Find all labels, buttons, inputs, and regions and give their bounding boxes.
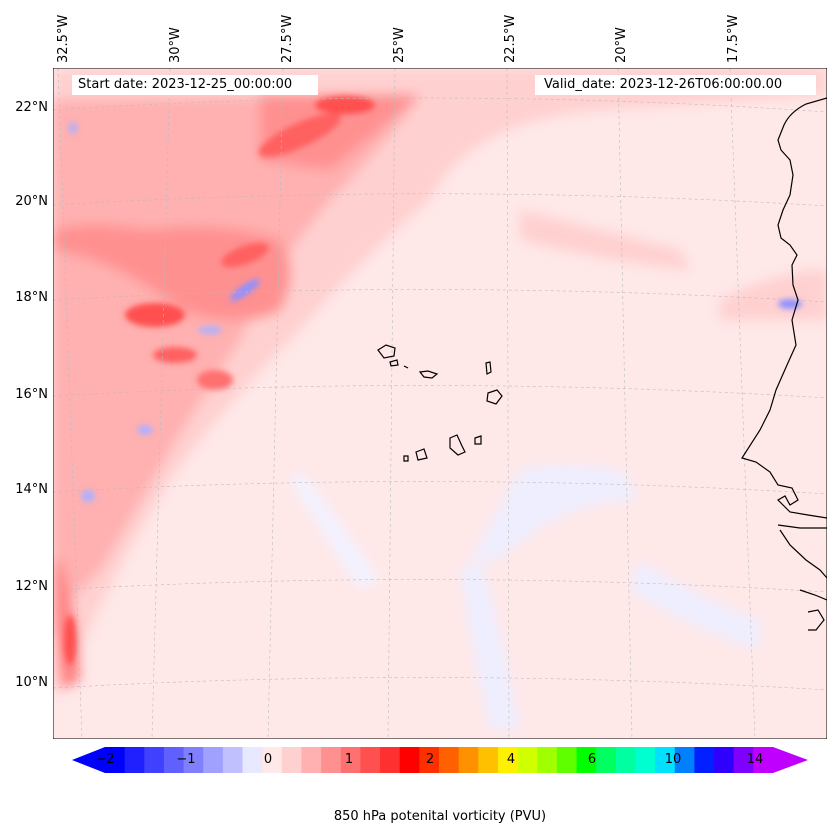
- latitude-label: 20°N: [15, 194, 48, 209]
- colorbar-cell: [399, 747, 420, 773]
- colorbar-cell: [222, 747, 244, 773]
- africa-coastline: [741, 97, 827, 631]
- colorbar-tick-label: 2: [425, 752, 435, 767]
- colorbar-cell: [439, 747, 460, 773]
- latitude-label: 16°N: [15, 387, 48, 402]
- start-date-label: Start date: 2023-12-25_00:00:00: [72, 75, 318, 95]
- colorbar-tick-label: 14: [746, 752, 764, 767]
- colorbar-cell: [380, 747, 401, 773]
- pv-field: [53, 68, 827, 739]
- colorbar-min-extend: [72, 747, 105, 773]
- colorbar-cell: [321, 747, 342, 773]
- colorbar-cell: [674, 747, 695, 773]
- colorbar-cell: [360, 747, 381, 773]
- colorbar-cell: [203, 747, 224, 773]
- pv-high-cores: [64, 96, 375, 665]
- pv-medium-band: [53, 95, 420, 690]
- latitude-label: 22°N: [15, 100, 48, 115]
- colorbar-label: 850 hPa potenital vorticity (PVU): [333, 809, 547, 824]
- colorbar-tick-label: 10: [664, 752, 682, 767]
- colorbar-cell: [262, 747, 283, 773]
- longitude-label: 25°W: [392, 27, 407, 63]
- colorbar: [72, 747, 808, 773]
- pv-negative-pockets: [69, 122, 802, 502]
- colorbar-cell: [340, 747, 361, 773]
- colorbar-cell: [517, 747, 538, 773]
- longitude-label: 17.5°W: [726, 14, 741, 63]
- cape-verde-islands: [377, 344, 503, 462]
- colorbar-tick-label: 4: [506, 752, 516, 767]
- latitude-label: 10°N: [15, 675, 48, 690]
- colorbar-cell: [537, 747, 558, 773]
- colorbar-tick-label: 1: [344, 752, 354, 767]
- colorbar-cell: [576, 747, 597, 773]
- longitude-label: 20°W: [614, 27, 629, 63]
- colorbar-cell: [105, 747, 126, 773]
- colorbar-cell: [183, 747, 204, 773]
- colorbar-cell: [478, 747, 499, 773]
- colorbar-max-extend: [773, 747, 808, 773]
- pv-low-streaks: [290, 465, 760, 730]
- colorbar-cell: [635, 747, 656, 773]
- colorbar-cell: [655, 747, 676, 773]
- colorbar-cell: [615, 747, 636, 773]
- colorbar-tick-label: −2: [95, 752, 115, 767]
- longitude-label: 22.5°W: [503, 14, 518, 63]
- colorbar-cell: [596, 747, 617, 773]
- colorbar-cell: [458, 747, 479, 773]
- colorbar-tick-label: −1: [176, 752, 196, 767]
- colorbar-cell: [753, 747, 774, 773]
- valid-date-label: Valid_date: 2023-12-26T06:00:00.00: [535, 75, 816, 95]
- colorbar-cell: [144, 747, 165, 773]
- gridlines: [53, 68, 827, 739]
- latitude-label: 18°N: [15, 290, 48, 305]
- colorbar-cell: [714, 747, 735, 773]
- colorbar-cell: [301, 747, 322, 773]
- colorbar-cell: [497, 747, 519, 773]
- colorbar-cell: [419, 747, 440, 773]
- colorbar-cell: [694, 747, 715, 773]
- colorbar-cell: [163, 747, 185, 773]
- colorbar-tick-label: 0: [263, 752, 273, 767]
- colorbar-cell: [242, 747, 263, 773]
- longitude-label: 27.5°W: [280, 14, 295, 63]
- longitude-label: 30°W: [168, 27, 183, 63]
- latitude-label: 12°N: [15, 579, 48, 594]
- colorbar-cell: [124, 747, 145, 773]
- latitude-label: 14°N: [15, 482, 48, 497]
- longitude-label: 32.5°W: [56, 14, 71, 63]
- colorbar-tick-label: 6: [587, 752, 597, 767]
- colorbar-cell: [281, 747, 302, 773]
- colorbar-cell: [733, 747, 754, 773]
- colorbar-cell: [556, 747, 578, 773]
